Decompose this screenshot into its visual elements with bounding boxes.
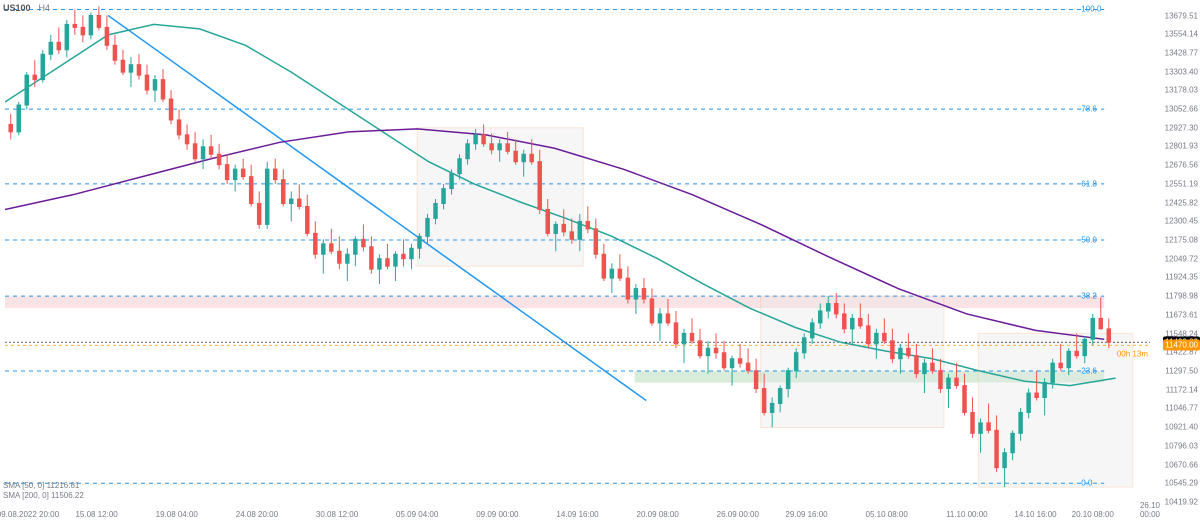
y-label: 12676.56 [1165,161,1198,170]
y-label: 12300.45 [1165,217,1198,226]
countdown: 00h 13m [1117,350,1148,359]
y-label: 12425.82 [1165,198,1198,207]
x-label: 05.09 04:00 [396,510,438,519]
sma200-label: SMA [200, 0] 11506.22 [3,491,84,500]
x-label: 11.10 00:00 [946,510,988,519]
x-label: 20.09 08:00 [637,510,679,519]
y-label: 12049.72 [1165,254,1198,263]
x-label: 29.09 16:00 [785,510,827,519]
y-label: 10545.29 [1165,479,1198,488]
fib-label: 38.2 [1081,292,1097,301]
y-label: 13428.77 [1165,48,1198,57]
fib-label: 23.6 [1081,367,1097,376]
y-label: 10670.66 [1165,460,1198,469]
x-label: 26.09 00:00 [717,510,759,519]
y-label: 12175.08 [1165,236,1198,245]
y-label: 12801.93 [1165,142,1198,151]
y-label: 10796.03 [1165,441,1198,450]
x-label: 09.09 00:00 [476,510,518,519]
x-label: 20.10 08:00 [1072,510,1114,519]
y-label: 13303.40 [1165,67,1198,76]
x-label: 14.10 16:00 [1014,510,1056,519]
fib-label: 78.6 [1081,105,1097,114]
x-label: 24.08 20:00 [236,510,278,519]
x-label: 09.08.2022 20:00 [0,510,59,519]
y-label: 13679.51 [1165,11,1198,20]
fib-label: 0.0 [1081,479,1092,488]
y-label: 12551.19 [1165,179,1198,188]
chart-area[interactable] [5,5,1150,502]
fib-label: 50.0 [1081,236,1097,245]
y-label: 11924.35 [1165,273,1198,282]
y-label: 11172.14 [1166,385,1198,394]
y-label: 13554.14 [1165,30,1198,39]
y-label: 10921.40 [1165,423,1198,432]
y-label: 12927.30 [1165,123,1198,132]
sma50-label: SMA [50, 0] 11216.81 [3,481,79,490]
x-label: 05.10 08:00 [866,510,908,519]
y-label: 10419.92 [1165,498,1198,507]
y-label: 13178.03 [1165,86,1198,95]
y-label: 11673.61 [1165,310,1198,319]
fib-label: 100.0 [1081,5,1101,14]
price-tag-secondary: 11470.00 [1163,340,1200,351]
y-axis: 13679.51 13554.14 13428.77 13303.40 13178.03… [1152,5,1200,502]
symbol-bar: US100 H4 [3,3,50,13]
y-label: 11798.98 [1165,292,1198,301]
x-axis: 09.08.2022 20:0015.08 12:0019.08 04:0024… [5,507,1150,527]
x-label: 30.08 12:00 [316,510,358,519]
chart-svg[interactable] [5,5,1150,502]
x-label: 14.09 16:00 [556,510,598,519]
fib-label: 61.8 [1081,179,1097,188]
x-label: 19.08 04:00 [156,510,198,519]
interval[interactable]: H4 [39,3,51,13]
x-label: 15.08 12:00 [75,510,117,519]
y-label: 13052.66 [1165,105,1198,114]
symbol[interactable]: US100 [3,3,31,13]
x-label: 26.10 00:00 [1140,501,1160,519]
y-label: 11046.77 [1165,404,1198,413]
y-label: 11297.50 [1165,367,1198,376]
